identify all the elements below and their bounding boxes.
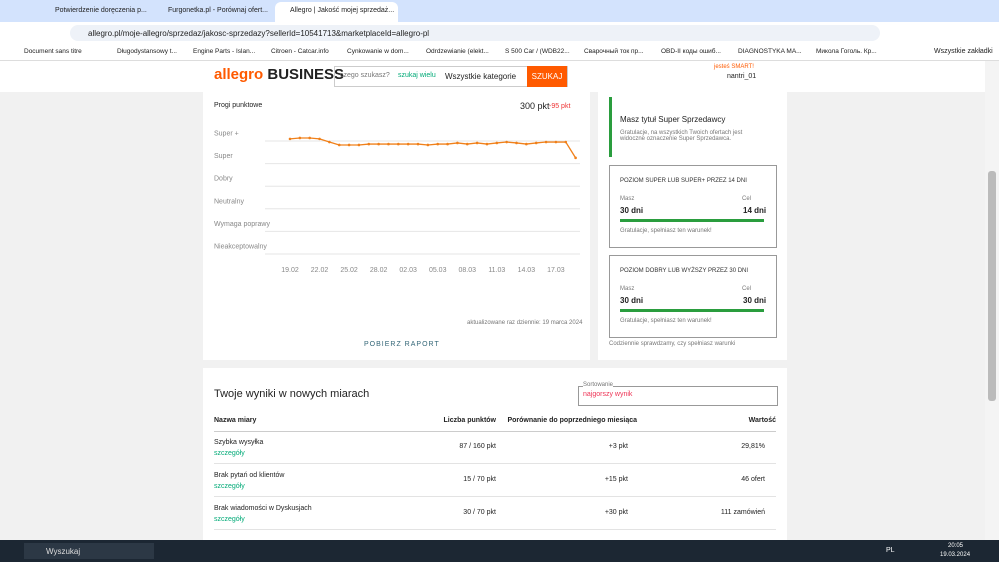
chart-card <box>203 92 590 360</box>
bookmark[interactable]: DIAGNOSTYKA MA... <box>738 48 802 55</box>
updated-note: aktualizowane raz dziennie: 19 marca 202… <box>467 320 583 326</box>
logo-suffix: BUSINESS <box>267 66 345 83</box>
download-report[interactable]: POBIERZ RAPORT <box>364 341 440 348</box>
have-value: 30 dni <box>620 296 644 305</box>
score-change: -95 pkt <box>549 103 571 110</box>
user-name[interactable]: nantri_01 <box>727 73 757 80</box>
logo-main: allegro <box>214 66 264 83</box>
table-header: Liczba punktów <box>443 417 497 424</box>
super-title: Masz tytuł Super Sprzedawcy <box>620 115 726 124</box>
bookmark[interactable]: S 500 Car / (WDB22... <box>505 48 570 55</box>
chart-title: Progi punktowe <box>214 102 263 109</box>
goal-label: Cel <box>742 196 752 202</box>
super-text: Gratulacje, na wszystkich Twoich ofertac… <box>620 130 750 142</box>
results-card <box>203 368 787 540</box>
clock-date: 19.03.2024 <box>940 552 971 558</box>
condition-title: POZIOM DOBRY LUB WYŻSZY PRZEZ 30 DNI <box>620 268 749 274</box>
header-rule <box>214 431 776 432</box>
details-link[interactable]: szczegóły <box>214 450 245 457</box>
points: 15 / 70 pkt <box>463 476 496 483</box>
change: +3 pkt <box>608 443 628 450</box>
row-rule <box>214 529 776 530</box>
progress-bar <box>620 219 764 222</box>
table-header: Nazwa miary <box>214 417 257 424</box>
table-header: Wartość <box>748 417 776 424</box>
metric-name: Brak wiadomości w Dyskusjach <box>214 505 312 512</box>
search-button[interactable]: SZUKAJ <box>527 66 567 87</box>
tab[interactable]: Allegro | Jakość mojej sprzedaż... <box>290 7 395 14</box>
metric-name: Szybka wysyłka <box>214 439 264 446</box>
scrollbar[interactable] <box>985 61 999 540</box>
value: 111 zamówień <box>720 509 765 516</box>
category-select[interactable]: Wszystkie kategorie <box>445 72 517 81</box>
bookmark[interactable]: Długodystansowy t... <box>117 48 177 55</box>
row-rule <box>214 463 776 464</box>
sort-value: najgorszy wynik <box>583 391 633 398</box>
scroll-thumb[interactable] <box>988 171 996 401</box>
tab[interactable]: Furgonetka.pl - Porównaj ofert... <box>168 7 268 14</box>
tab-bar <box>0 0 999 22</box>
details-link[interactable]: szczegóły <box>214 516 245 523</box>
check-note: Codziennie sprawdzamy, czy spełniasz war… <box>609 341 736 347</box>
condition-box <box>609 255 777 338</box>
bookmark[interactable]: Engine Parts - Islan... <box>193 48 256 55</box>
sort-select[interactable] <box>578 386 778 406</box>
all-bookmarks[interactable]: Wszystkie zakładki <box>934 48 993 55</box>
super-text-body: Gratulacje, na wszystkich Twoich ofertac… <box>620 130 743 142</box>
change: +30 pkt <box>604 509 628 516</box>
language[interactable]: PL <box>886 547 895 554</box>
score: 300 pkt <box>520 101 550 111</box>
condition-status: Gratulacje, spełniasz ten warunek! <box>620 228 712 234</box>
bookmark[interactable]: Citroen - Catcar.info <box>271 48 329 55</box>
value: 29,81% <box>741 443 765 450</box>
address-bar[interactable] <box>70 25 880 41</box>
active-tab[interactable] <box>275 2 398 22</box>
bookmark[interactable]: Document sans titre <box>24 48 82 55</box>
have-label: Masz <box>620 196 635 202</box>
have-label: Masz <box>620 286 635 292</box>
goal-value: 14 dni <box>743 206 767 215</box>
bookmark[interactable]: Odrdzewianie (elekt... <box>426 48 489 55</box>
have-value: 30 dni <box>620 206 644 215</box>
taskbar <box>0 540 999 562</box>
condition-status: Gratulacje, spełniasz ten warunek! <box>620 318 712 324</box>
bookmark[interactable]: Сварочный ток пр... <box>584 48 644 55</box>
smart-badge: jesteś SMART! <box>714 64 754 70</box>
super-seller-box <box>609 97 778 157</box>
tab[interactable]: Potwierdzenie doręczenia p... <box>55 7 147 14</box>
search-many[interactable]: szukaj wielu <box>398 72 436 79</box>
row-rule <box>214 496 776 497</box>
search-box[interactable] <box>334 66 568 87</box>
results-title: Twoje wyniki w nowych miarach <box>214 388 370 400</box>
condition-title: POZIOM SUPER LUB SUPER+ PRZEZ 14 DNI <box>620 178 747 184</box>
url[interactable]: allegro.pl/moje-allegro/sprzedaz/jakosc-… <box>88 29 430 38</box>
bookmark[interactable]: OBD-II коды ошиб... <box>661 48 721 55</box>
bookmarks-bar <box>0 44 999 61</box>
points: 87 / 160 pkt <box>459 443 496 450</box>
value: 46 ofert <box>741 476 765 483</box>
metric-name: Brak pytań od klientów <box>214 472 285 479</box>
details-link[interactable]: szczegóły <box>214 483 245 490</box>
goal-value: 30 dni <box>743 296 767 305</box>
table-header: Porównanie do poprzedniego miesiąca <box>507 417 637 424</box>
taskbar-search-text: Wyszukaj <box>46 547 81 556</box>
progress-bar <box>620 309 764 312</box>
super-seller-card <box>598 92 787 360</box>
condition-box <box>609 165 777 248</box>
change: +15 pkt <box>604 476 628 483</box>
goal-label: Cel <box>742 286 752 292</box>
bookmark[interactable]: Микола Гоголь. Кр... <box>816 48 877 55</box>
logo[interactable]: allegro BUSINESS <box>214 66 344 83</box>
taskbar-search[interactable] <box>24 543 154 559</box>
points: 30 / 70 pkt <box>463 509 496 516</box>
search-placeholder: czego szukasz? <box>340 72 390 79</box>
bookmark[interactable]: Cynkowanie w dom... <box>347 48 409 55</box>
super-badge: Super Sprzedawca. <box>678 136 732 142</box>
clock-time: 20:05 <box>948 543 964 549</box>
sort-label: Sortowanie <box>583 382 614 388</box>
